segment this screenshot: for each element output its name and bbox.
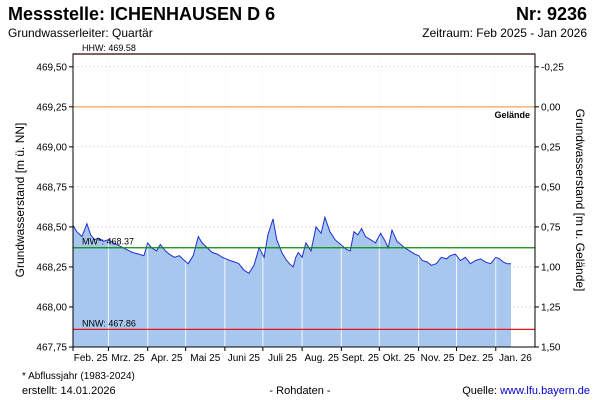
y-tick-label-right: 0,00 [541, 102, 561, 113]
footnote: * Abflussjahr (1983-2024) [22, 371, 135, 382]
y-axis-label-left: Grundwasserstand [m ü. NN] [13, 123, 27, 278]
y-tick-label-left: 469,50 [36, 62, 67, 73]
x-tick-label: Juni 25 [228, 353, 261, 364]
y-tick-label-right: 0,25 [541, 142, 561, 153]
y-tick-label-left: 468,50 [36, 222, 67, 233]
y-tick-label-left: 468,75 [36, 182, 67, 193]
y-tick-label-left: 468,00 [36, 302, 67, 313]
raw-data-note: - Rohdaten - [269, 385, 331, 397]
y-tick-label-right: 1,25 [541, 302, 561, 313]
x-tick-label: Apr. 25 [151, 353, 183, 364]
x-tick-label: Jan. 26 [499, 353, 532, 364]
x-tick-label: Mai 25 [190, 353, 220, 364]
y-tick-label-right: 1,00 [541, 262, 561, 273]
created-date: erstellt: 14.01.2026 [22, 385, 116, 397]
y-tick-label-right: 1,50 [541, 343, 561, 354]
aquifer-label: Grundwasserleiter: Quartär [8, 26, 153, 40]
source-link[interactable]: www.lfu.bayern.de [500, 385, 590, 397]
source-prefix: Quelle: [462, 385, 501, 397]
groundwater-line [72, 215, 511, 274]
station-number: Nr: 9236 [515, 4, 587, 24]
x-tick-label: Juli 25 [268, 353, 297, 364]
y-axis-label-right: Grundwasserstand [m u. Gelände] [573, 109, 587, 292]
hhw-label: HHW: 469.58 [82, 43, 136, 53]
y-tick-label-left: 469,25 [36, 102, 67, 113]
y-tick-label-left: 468,25 [36, 262, 67, 273]
y-tick-label-left: 467,75 [36, 343, 67, 354]
x-tick-label: Okt. 25 [383, 353, 416, 364]
nnw-label: NNW: 467.86 [82, 318, 136, 328]
x-tick-label: Nov. 25 [421, 353, 455, 364]
y-tick-label-right: 0,50 [541, 182, 561, 193]
source-credit: Quelle: www.lfu.bayern.de [462, 385, 590, 397]
x-tick-label: Dez. 25 [459, 353, 494, 364]
axis-ticks: 467,75 468,00 468,25 468,50 468,75 469,00 469,… [36, 62, 564, 364]
y-tick-label-right: 0,75 [541, 222, 561, 233]
y-tick-label-right: -0,25 [541, 62, 564, 73]
y-tick-label-left: 469,00 [36, 142, 67, 153]
groundwater-area [73, 217, 511, 347]
x-tick-label: Sept. 25 [342, 353, 380, 364]
period-label: Zeitraum: Feb 2025 - Jan 2026 [422, 26, 587, 40]
ground-level-label: Gelände [494, 110, 530, 120]
station-title: Messstelle: ICHENHAUSEN D 6 [8, 4, 276, 24]
x-tick-label: Mrz. 25 [111, 353, 145, 364]
x-tick-label: Feb. 25 [74, 353, 108, 364]
x-tick-label: Aug. 25 [304, 353, 339, 364]
plot-frame [72, 53, 536, 348]
month-separators [107, 54, 497, 347]
mw-label: MW*: 468.37 [82, 237, 134, 247]
